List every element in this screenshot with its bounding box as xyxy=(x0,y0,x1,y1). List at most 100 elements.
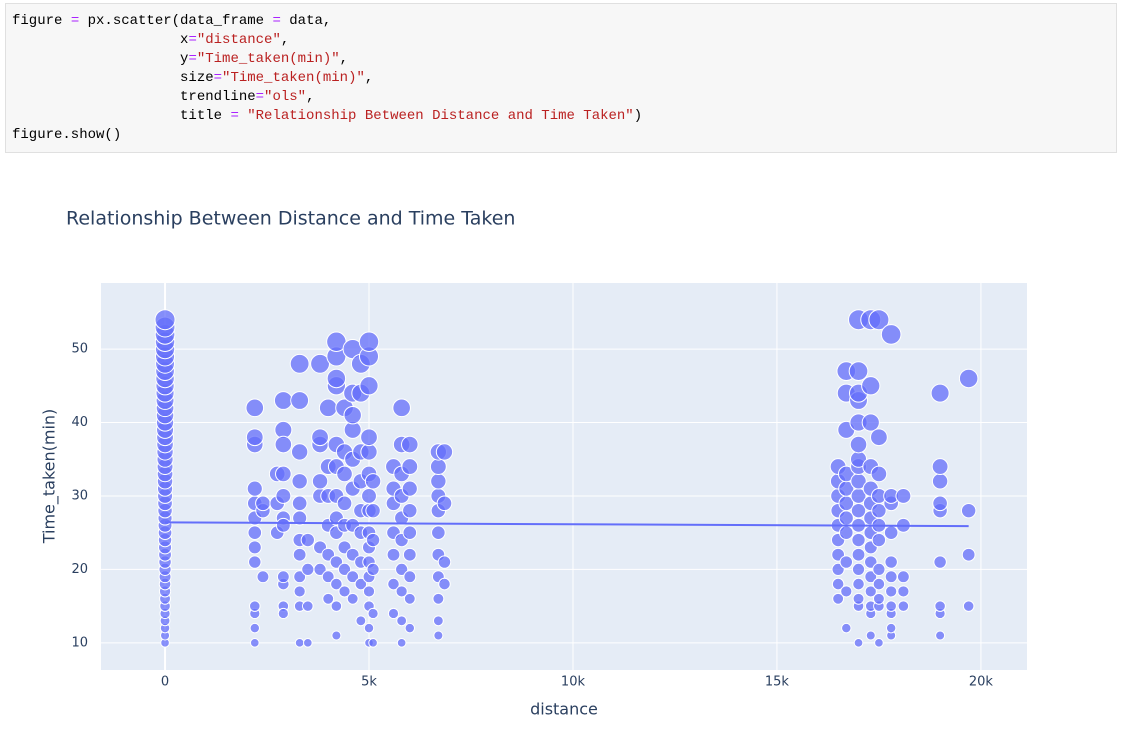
bubble xyxy=(256,570,270,584)
bubble xyxy=(437,555,452,569)
bubble xyxy=(884,570,898,584)
bubble xyxy=(293,570,307,584)
code-token: = xyxy=(213,70,223,86)
bubble xyxy=(248,555,262,569)
bubble xyxy=(404,622,416,634)
bubble xyxy=(336,495,353,512)
bubble xyxy=(154,309,176,331)
code-token: data, xyxy=(280,13,332,29)
code-line: y="Time_taken(min)", xyxy=(12,50,1116,69)
y-tick-label: 20 xyxy=(71,562,88,577)
bubble xyxy=(346,592,359,605)
bubble xyxy=(831,577,845,591)
bubble xyxy=(852,577,865,591)
bubble xyxy=(865,630,876,641)
bubble xyxy=(330,600,343,612)
bubble xyxy=(274,435,293,454)
code-token: = xyxy=(188,32,197,48)
code-token: "Time_taken(min)" xyxy=(222,70,365,86)
y-axis-title: Time_taken(min) xyxy=(40,409,60,545)
bubble xyxy=(870,465,888,483)
bubble xyxy=(931,458,949,476)
bubble xyxy=(432,615,444,627)
bubble xyxy=(292,547,307,562)
code-token: , xyxy=(280,32,290,48)
bubble xyxy=(438,577,451,591)
bubble xyxy=(275,517,291,533)
bubble xyxy=(313,562,327,576)
bubble xyxy=(403,592,416,605)
bubble xyxy=(336,465,353,483)
bubble xyxy=(396,615,408,627)
bubble xyxy=(330,577,343,591)
bubble xyxy=(249,622,261,634)
bubble xyxy=(931,473,949,490)
code-line: figure.show() xyxy=(12,126,1116,145)
bubble xyxy=(368,638,378,648)
bubble xyxy=(885,622,897,634)
bubble xyxy=(255,495,271,512)
bubble xyxy=(435,443,454,461)
code-token: ) xyxy=(633,108,643,124)
code-line: x="distance", xyxy=(12,31,1116,50)
chart-title: Relationship Between Distance and Time T… xyxy=(66,208,515,230)
code-token: = xyxy=(70,13,80,29)
bubble xyxy=(396,638,407,648)
bubble xyxy=(840,585,853,598)
code-token: figure.show() xyxy=(12,127,122,143)
bubble xyxy=(247,525,263,540)
bubble xyxy=(392,398,411,418)
bubble xyxy=(852,592,865,605)
bubble xyxy=(880,324,902,345)
bubble xyxy=(310,353,330,374)
bubble xyxy=(387,577,400,591)
code-token: figure xyxy=(12,13,71,29)
trendline xyxy=(165,521,969,528)
bubble xyxy=(245,428,264,447)
bubble xyxy=(366,562,380,576)
bubble xyxy=(962,600,975,612)
bubble xyxy=(429,458,447,476)
bubble xyxy=(871,532,887,548)
bubble xyxy=(331,630,342,641)
bubble xyxy=(872,577,886,591)
bubble xyxy=(401,458,419,476)
bubble xyxy=(864,570,878,584)
bubble xyxy=(433,630,444,641)
bubble xyxy=(851,532,866,548)
code-token: , xyxy=(306,89,315,105)
x-tick-label: 10k xyxy=(561,675,586,690)
code-token: , xyxy=(339,51,349,67)
bubble xyxy=(365,532,381,548)
bubble xyxy=(874,638,884,648)
bubble xyxy=(837,465,855,483)
bubble xyxy=(895,488,912,504)
bubble xyxy=(294,638,305,648)
bubble xyxy=(861,413,880,432)
bubble xyxy=(932,495,948,512)
bubble xyxy=(960,502,977,519)
y-tick-label: 50 xyxy=(71,342,88,357)
code-token: "Relationship Between Distance and Time … xyxy=(238,108,634,124)
bubble xyxy=(832,592,845,605)
bubble xyxy=(870,428,888,447)
bubble xyxy=(958,368,979,389)
code-line: figure = px.scatter(data_frame = data, xyxy=(12,12,1116,31)
bubble xyxy=(293,585,306,598)
bubble xyxy=(360,443,378,461)
bubble xyxy=(432,592,445,605)
bubble xyxy=(273,391,293,410)
bubble xyxy=(896,570,910,584)
bubble xyxy=(249,600,261,612)
bubble xyxy=(935,630,946,641)
code-token: = xyxy=(255,89,265,105)
code-line: title = "Relationship Between Distance a… xyxy=(12,107,1116,126)
bubble xyxy=(872,592,885,605)
bubble xyxy=(318,398,338,418)
x-axis-title: distance xyxy=(530,700,598,719)
code-token: px.scatter(data_frame xyxy=(79,13,273,29)
bubble xyxy=(402,502,418,519)
bubble xyxy=(838,525,854,540)
